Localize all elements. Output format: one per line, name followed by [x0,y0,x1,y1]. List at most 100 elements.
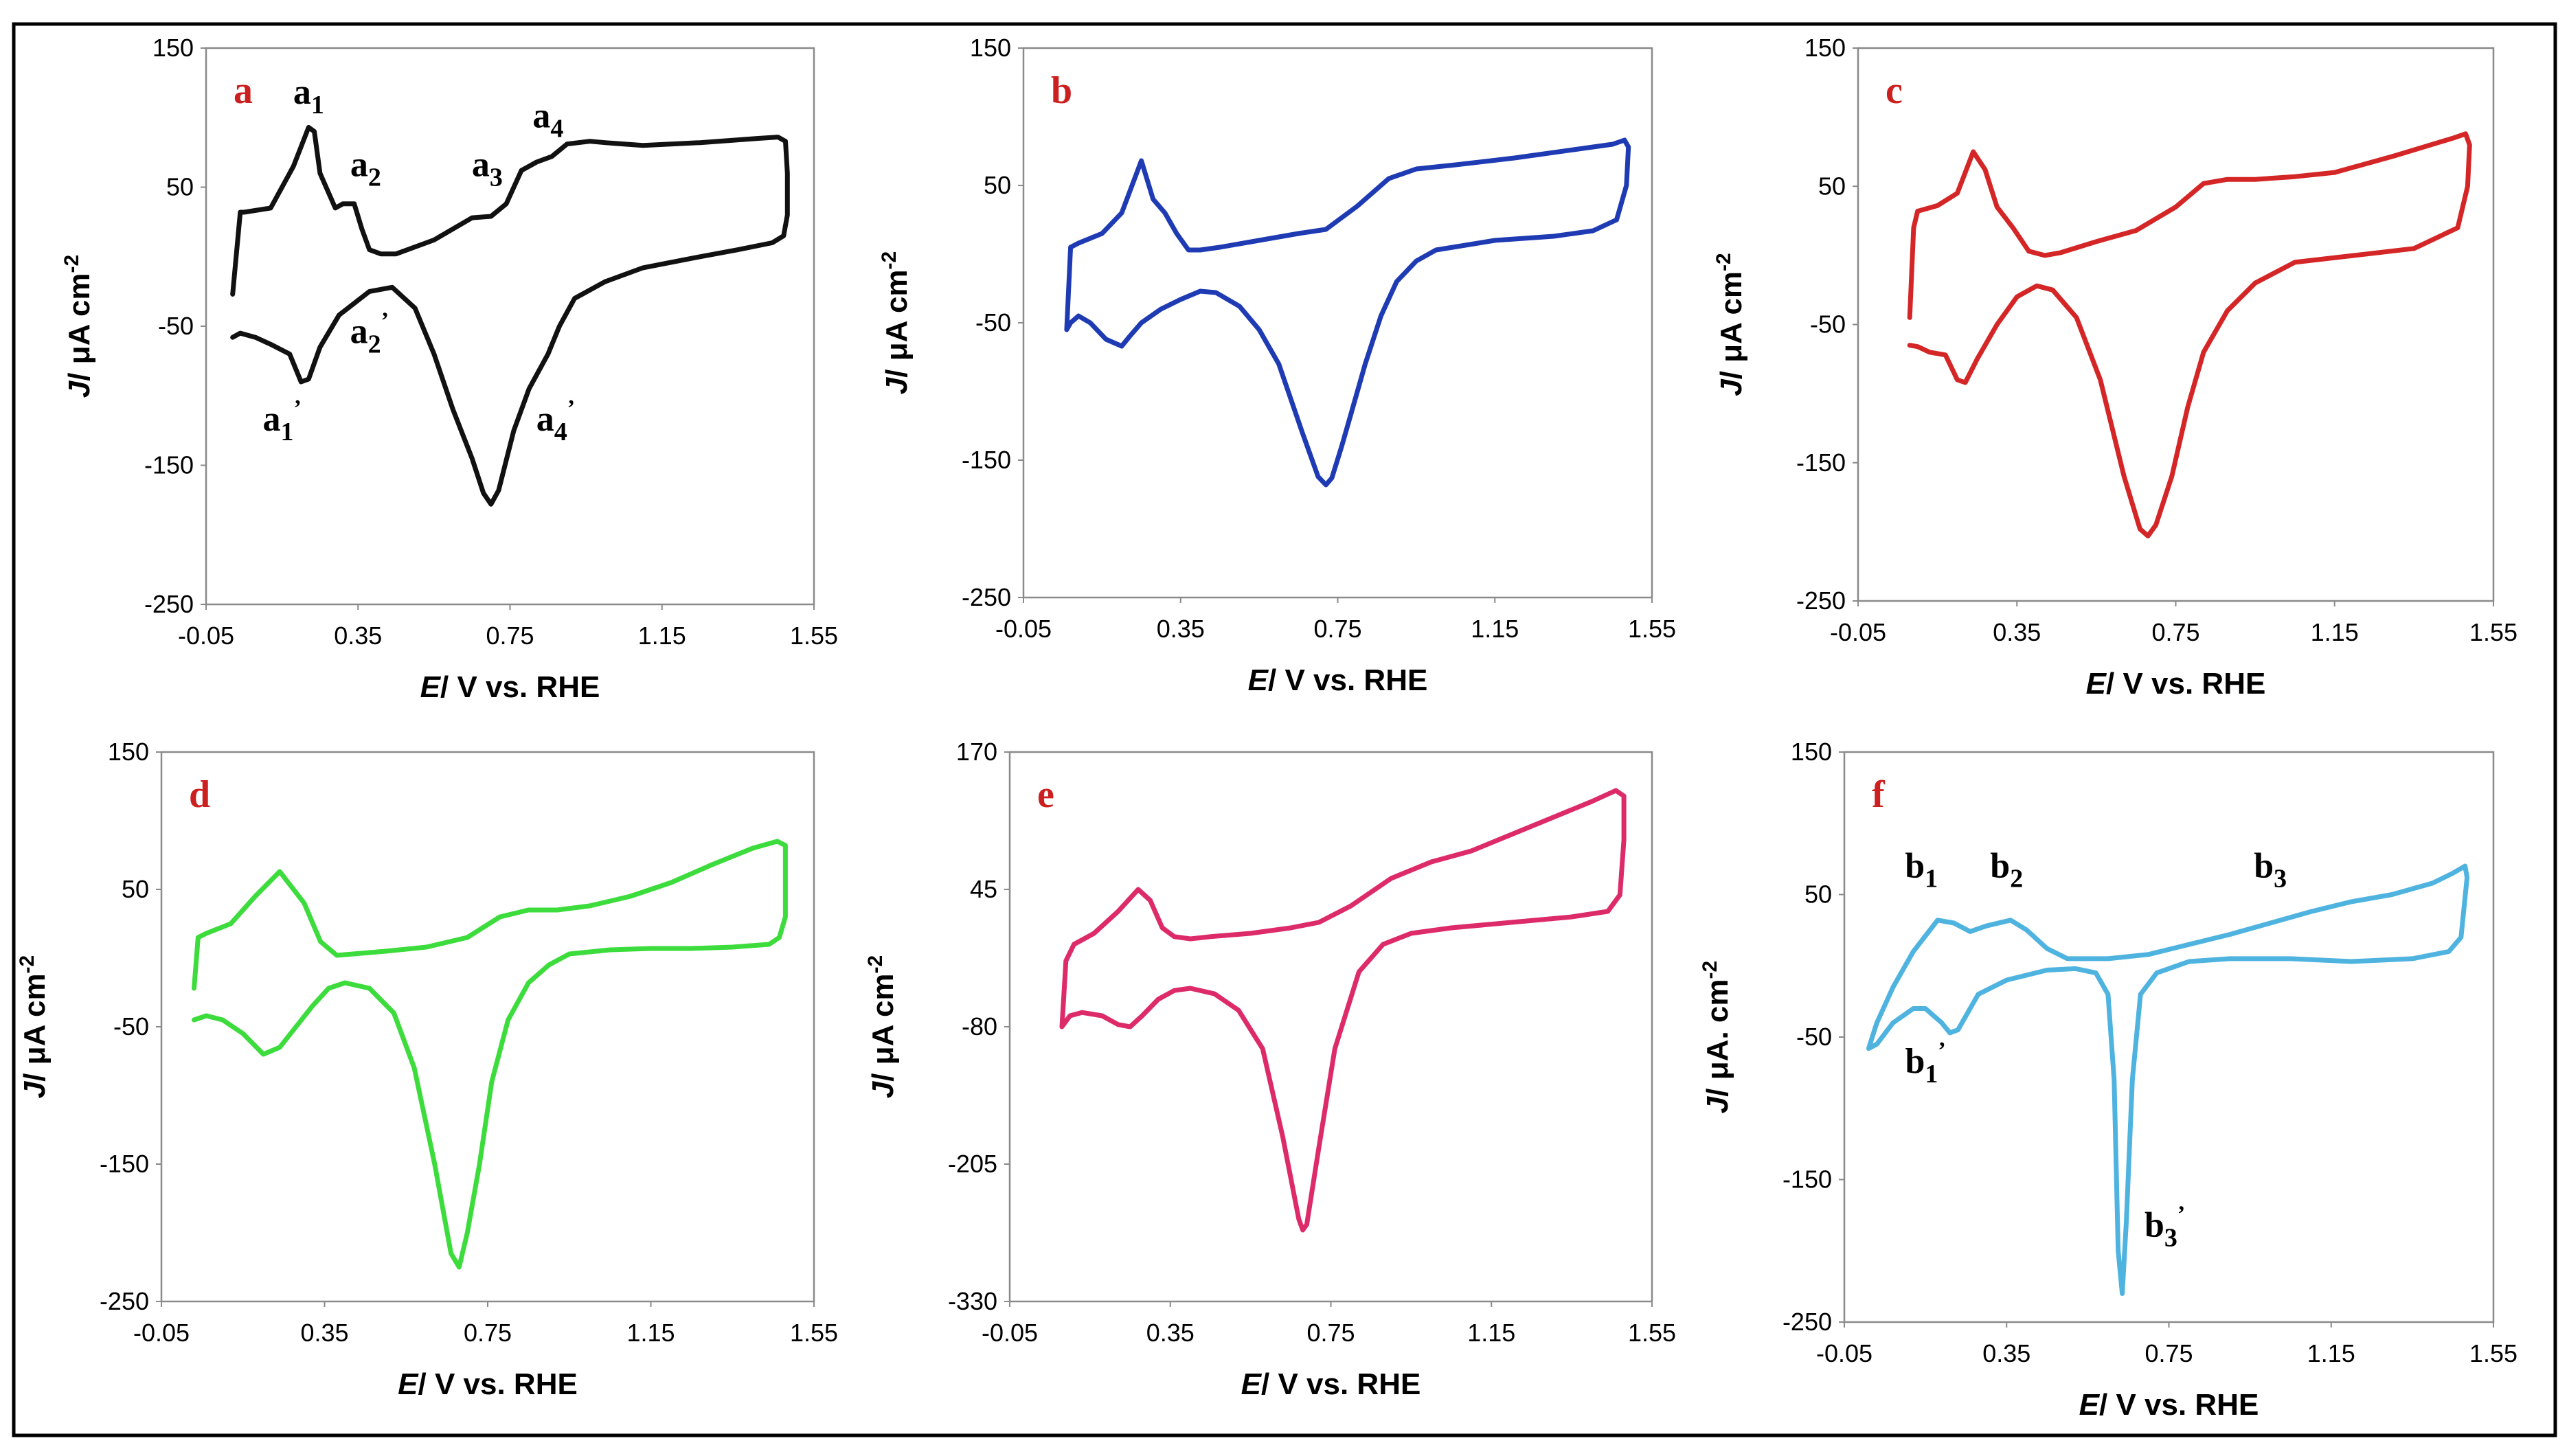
plot-area [205,47,815,606]
plot-area [160,751,815,1303]
y-tick-label: 50 [122,875,149,903]
y-tick-label: -250 [1796,587,1846,615]
peak-annotation-subscript: 4 [550,114,563,143]
x-tick-label: -0.05 [178,622,234,650]
peak-annotation: a4 [532,96,563,143]
peak-annotation-base: a [262,400,280,439]
x-tick-label: -0.05 [982,1319,1038,1347]
x-axis-label-unit: / V vs. RHE [2099,1388,2259,1422]
y-tick-label: 50 [1804,880,1832,909]
peak-annotation: a3 [472,145,503,192]
y-axis-label-symbol: J [880,376,914,394]
y-axis-label-symbol: J [866,1080,900,1098]
y-tick-label: -250 [1783,1308,1832,1336]
y-tick-label: -50 [158,312,194,340]
y-axis-label: J/ μA cm-2 [864,955,900,1099]
peak-annotation-base: a [350,145,368,184]
peak-annotation-base: b [2144,1206,2164,1245]
y-axis-label: J/ μA cm-2 [16,955,52,1099]
peak-annotation-subscript: 2 [2010,865,2023,894]
y-tick-label: -150 [1783,1165,1832,1194]
x-tick-label: 0.35 [1146,1319,1195,1347]
plot-area [1843,751,2495,1323]
x-axis-label-unit: / V vs. RHE [1261,1367,1421,1401]
cv-curve-e [1059,788,1627,1233]
peak-annotation-subscript: 4 [554,418,567,446]
y-axis-label-superscript: -2 [864,955,887,974]
peak-annotation-subscript: 3 [490,163,503,192]
cv-curve-b [1064,137,1631,488]
peak-annotation-subscript: 2 [368,163,381,192]
plot-area [1022,47,1653,599]
y-tick-label: -205 [948,1150,997,1178]
y-tick-label: 150 [1804,34,1846,62]
y-tick-label: -250 [144,590,194,618]
panel-letter: b [1051,69,1072,112]
y-tick-label: -250 [962,583,1011,611]
y-axis-label-unit: / μA cm [1714,271,1748,379]
x-tick-label: 1.55 [2469,1339,2517,1367]
y-tick-label: -80 [962,1012,997,1040]
plot-area [1008,751,1653,1303]
peak-annotation-base: b [2254,847,2274,886]
peak-annotation: b3’ [2144,1202,2185,1253]
x-axis-label-unit: / V vs. RHE [418,1367,578,1401]
peak-annotation-subscript: 3 [2274,865,2287,894]
x-tick-label: 0.35 [300,1319,348,1347]
x-tick-label: 0.75 [464,1319,512,1347]
x-tick-label: 1.15 [1467,1319,1515,1347]
y-tick-label: -50 [975,308,1011,337]
y-tick-label: 150 [108,738,149,766]
peak-annotation-subscript: 3 [2164,1224,2177,1253]
x-axis-label-symbol: E [1241,1367,1263,1401]
x-tick-label: 1.15 [2311,618,2359,646]
y-tick-label: -150 [962,446,1011,474]
peak-annotation-subscript: 2 [368,330,381,359]
y-tick-label: 50 [166,173,194,201]
y-axis-label: J/ μA. cm-2 [1699,961,1734,1113]
y-axis-label-superscript: -2 [1712,253,1735,271]
peak-annotation: a1 [293,73,324,120]
y-tick-label: -150 [100,1150,149,1178]
x-tick-label: 0.35 [1157,615,1205,643]
panel-letter: a [234,69,253,112]
y-axis-label-unit: / μA cm [18,973,52,1081]
peak-annotation-prime: ’ [2177,1202,2185,1227]
y-axis-label-symbol: J [18,1080,52,1098]
x-tick-label: 0.75 [1313,615,1361,643]
peak-annotation-base: a [293,73,311,112]
peak-annotation-prime: ’ [293,396,301,421]
cv-curve-d [192,839,788,1270]
x-axis-label-unit: / V vs. RHE [1268,663,1427,697]
peak-annotation: a2 [350,145,381,192]
x-tick-label: 0.35 [334,622,382,650]
x-axis-label-symbol: E [420,670,442,704]
x-axis-label: E/ V vs. RHE [2086,667,2266,701]
peak-annotation-base: a [472,145,490,184]
peak-annotation: b1’ [1905,1038,1946,1089]
peak-annotation-subscript: 1 [280,418,293,446]
panel-letter: d [189,773,210,816]
x-axis-label: E/ V vs. RHE [398,1367,578,1401]
y-axis-label-symbol: J [63,380,96,398]
panel-letter: c [1886,69,1903,112]
y-axis-label-symbol: J [1714,378,1748,396]
x-tick-label: 0.75 [1306,1319,1355,1347]
y-tick-label: 150 [152,34,194,62]
panel-letter: e [1037,773,1054,816]
y-tick-label: 50 [1818,172,1846,200]
y-tick-label: -50 [113,1012,149,1040]
y-axis-label-unit: / μA cm [866,973,900,1081]
x-tick-label: -0.05 [133,1319,190,1347]
y-tick-label: 150 [1791,738,1832,766]
x-tick-label: 1.15 [1471,615,1519,643]
x-axis-label-unit: / V vs. RHE [440,670,600,704]
y-tick-label: -250 [100,1287,149,1315]
x-tick-label: 0.75 [486,622,534,650]
x-tick-label: 0.75 [2144,1339,2193,1367]
y-axis-label-superscript: -2 [1699,961,1721,979]
x-axis-label: E/ V vs. RHE [420,670,600,704]
peak-annotation: b3 [2254,847,2287,894]
